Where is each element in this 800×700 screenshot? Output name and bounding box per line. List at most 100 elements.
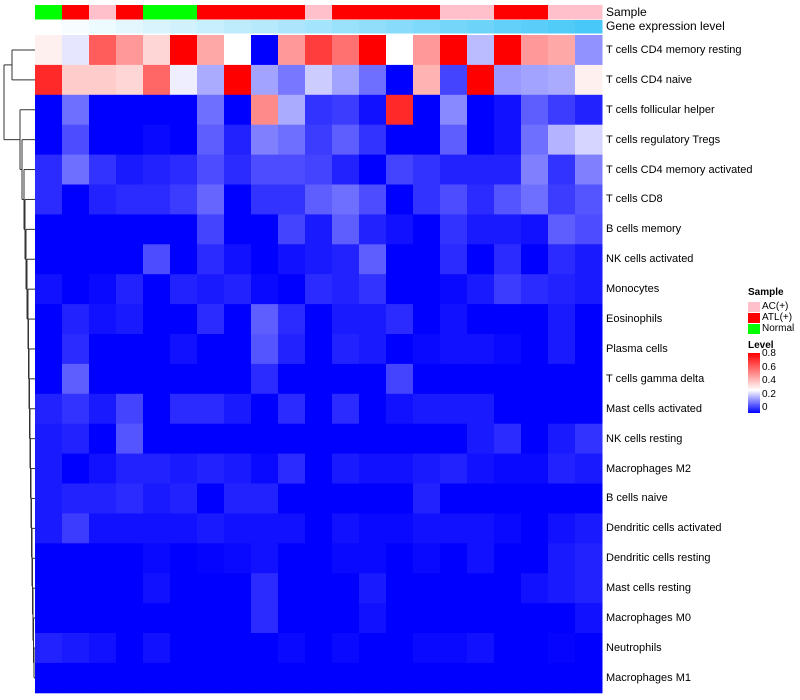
gene-level-annotation-cell <box>170 20 198 34</box>
heatmap-cell <box>440 603 468 634</box>
heatmap-cell <box>467 543 495 574</box>
heatmap-cell <box>467 334 495 365</box>
heatmap-cell <box>278 64 306 96</box>
heatmap-cell <box>413 94 441 126</box>
heatmap-cell <box>305 453 333 484</box>
heatmap-cell <box>575 393 603 425</box>
heatmap-cell <box>413 214 441 245</box>
row-label: Eosinophils <box>606 313 663 326</box>
heatmap-cell <box>251 304 279 335</box>
heatmap-cell <box>35 64 63 96</box>
heatmap-cell <box>386 244 414 275</box>
sample-annotation-cell <box>575 5 603 20</box>
heatmap-cell <box>197 94 225 126</box>
heatmap-cell <box>386 184 414 215</box>
heatmap-cell <box>116 244 144 275</box>
heatmap-cell <box>521 274 549 305</box>
heatmap-cell <box>494 423 522 455</box>
heatmap-cell <box>413 184 441 215</box>
row-label: Neutrophils <box>606 641 662 654</box>
heatmap-cell <box>170 423 198 455</box>
heatmap-cell <box>35 244 63 275</box>
heatmap-cell <box>197 124 225 156</box>
heatmap-cell <box>89 453 117 484</box>
heatmap-cell <box>278 244 306 275</box>
heatmap-cell <box>548 483 576 514</box>
heatmap-cell <box>386 274 414 305</box>
heatmap-cell <box>386 124 414 156</box>
heatmap-cell <box>548 662 576 694</box>
heatmap-cell <box>35 543 63 574</box>
heatmap-cell <box>575 543 603 574</box>
heatmap-cell <box>170 35 198 66</box>
row-label: B cells naive <box>606 492 668 505</box>
heatmap-cell <box>467 154 495 185</box>
heatmap-cell <box>143 363 171 395</box>
heatmap-cell <box>521 154 549 185</box>
heatmap-cell <box>116 483 144 514</box>
heatmap-cell <box>521 304 549 335</box>
heatmap-cell <box>143 662 171 694</box>
heatmap-cell <box>197 274 225 305</box>
sample-annotation-cell <box>278 5 306 20</box>
sample-annotation-cell <box>116 5 144 20</box>
heatmap-cell <box>278 35 306 66</box>
heatmap-cell <box>440 334 468 365</box>
heatmap-cell <box>305 304 333 335</box>
gene-level-annotation-cell <box>386 20 414 34</box>
sample-annotation-cell <box>494 5 522 20</box>
heatmap-cell <box>170 633 198 664</box>
row-label: T cells follicular helper <box>606 103 715 116</box>
heatmap-cell <box>197 603 225 634</box>
heatmap-cell <box>224 304 252 335</box>
heatmap-cell <box>251 393 279 425</box>
heatmap-cell <box>413 483 441 514</box>
heatmap-cell <box>440 274 468 305</box>
heatmap-cell <box>170 513 198 544</box>
heatmap-cell <box>494 453 522 484</box>
heatmap-cell <box>413 423 441 455</box>
heatmap-cell <box>494 483 522 514</box>
heatmap-cell <box>170 274 198 305</box>
heatmap-cell <box>224 513 252 544</box>
heatmap-cell <box>575 274 603 305</box>
heatmap-cell <box>332 363 360 395</box>
heatmap-cell <box>116 154 144 185</box>
sample-annotation-cell <box>197 5 225 20</box>
heatmap-cell <box>305 214 333 245</box>
heatmap-cell <box>143 334 171 365</box>
heatmap-cell <box>332 124 360 156</box>
legend-tick: 0.2 <box>762 389 776 400</box>
heatmap-cell <box>89 304 117 335</box>
heatmap-cell <box>116 662 144 694</box>
heatmap-cell <box>197 154 225 185</box>
heatmap-cell <box>143 304 171 335</box>
heatmap-cell <box>467 603 495 634</box>
heatmap-cell <box>116 274 144 305</box>
heatmap-cell <box>332 662 360 694</box>
heatmap-cell <box>143 94 171 126</box>
heatmap-cell <box>89 573 117 604</box>
heatmap-cell <box>494 35 522 66</box>
heatmap-cell <box>35 94 63 126</box>
heatmap-cell <box>278 662 306 694</box>
heatmap-cell <box>170 603 198 634</box>
sample-annotation-cell <box>62 5 90 20</box>
heatmap-cell <box>35 662 63 694</box>
heatmap-cell <box>35 453 63 484</box>
heatmap-cell <box>548 35 576 66</box>
heatmap-cell <box>467 124 495 156</box>
heatmap-cell <box>467 662 495 694</box>
sample-annotation-cell <box>89 5 117 20</box>
heatmap-cell <box>116 453 144 484</box>
heatmap-cell <box>521 393 549 425</box>
heatmap-cell <box>575 603 603 634</box>
row-label: Macrophages M2 <box>606 462 691 475</box>
heatmap-cell <box>89 154 117 185</box>
heatmap-cell <box>35 214 63 245</box>
heatmap-cell <box>440 64 468 96</box>
legend-swatch-atl <box>748 313 760 323</box>
heatmap-cell <box>440 573 468 604</box>
heatmap-cell <box>197 543 225 574</box>
heatmap-cell <box>62 513 90 544</box>
